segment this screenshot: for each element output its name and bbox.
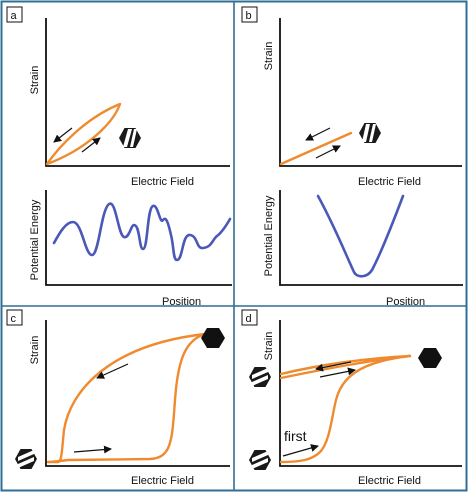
panel-c-strain-ylabel: Strain [29,336,41,365]
striped-hexagon-icon [249,367,271,387]
panel-b-strain-axes [279,18,462,167]
striped-hexagon-icon [249,450,271,470]
direction-arrow-icon [81,137,101,153]
panel-d-strain-axes [279,320,462,467]
panel-a-strain-xlabel: Electric Field [131,176,194,188]
panel-b-strain-ylabel: Strain [263,42,275,71]
panel-d: d Strain Electric Field first [241,309,462,487]
panel-c: c Strain Electric Field [6,309,230,487]
solid-hexagon-icon [418,348,442,368]
panel-a-energy-curve [52,202,232,262]
panel-c-letter-box [6,309,23,326]
panel-b-strain-line [279,131,353,166]
direction-arrow-icon [315,145,341,159]
solid-hexagon-icon [201,328,225,348]
direction-arrow-icon [319,367,356,378]
panel-b-energy-ylabel: Potential Energy [263,195,275,276]
striped-hexagon-icon [15,449,37,469]
direction-arrow-icon [53,127,73,143]
direction-arrow-icon [305,127,331,141]
panel-c-strain-xlabel: Electric Field [131,475,194,487]
panel-d-first-label: first [284,428,307,444]
panel-c-strain-loop [46,332,207,464]
panel-d-strain-xlabel: Electric Field [358,475,421,487]
panel-c-strain-axes [45,320,230,467]
direction-arrow-icon [315,361,352,372]
panel-a-letter: a [11,10,18,22]
direction-arrow-icon [96,363,129,379]
panel-b-letter: b [246,10,252,22]
panel-b: b Strain Electric Field Potential Energy… [241,6,463,308]
panel-d-strain-loop [279,354,412,380]
panel-a-energy-ylabel: Potential Energy [29,199,41,280]
panel-b-letter-box [241,6,258,23]
striped-hexagon-icon [119,128,141,148]
panel-d-letter-box [241,309,258,326]
panel-c-letter: c [11,313,17,325]
panel-d-strain-ylabel: Strain [263,332,275,361]
panel-a-letter-box [6,6,23,23]
panel-a-energy-xlabel: Position [162,296,201,308]
panel-b-energy-curve [316,194,405,278]
panel-a-strain-axes [45,18,230,167]
panel-a-strain-ylabel: Strain [29,66,41,95]
direction-arrow-icon [73,445,112,454]
panel-a-strain-loop [45,102,122,166]
panel-b-strain-xlabel: Electric Field [358,176,421,188]
panel-b-energy-xlabel: Position [386,296,425,308]
direction-arrow-icon [282,444,319,457]
panel-d-letter: d [246,313,252,325]
striped-hexagon-icon [359,123,381,143]
panel-d-first-curve [279,354,412,464]
panel-a: a Strain Electric Field Potential Energy… [6,6,232,308]
panel-a-energy-axes [45,190,232,286]
panel-b-energy-axes [279,190,463,286]
